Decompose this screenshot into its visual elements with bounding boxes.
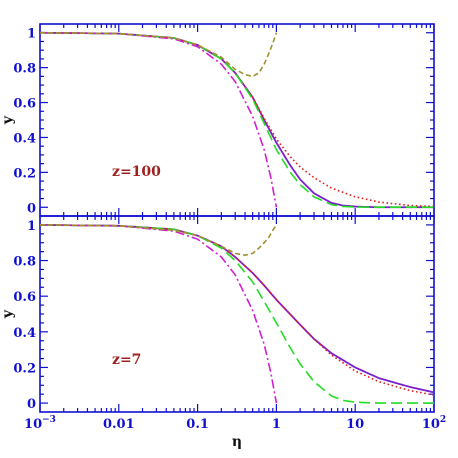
x-tick-label: 10 <box>346 417 364 432</box>
series-line-long-dash <box>40 31 434 209</box>
series-line-dash-dot <box>40 31 278 208</box>
series-line-dotted <box>40 224 434 396</box>
series-line-long-dash <box>40 224 434 404</box>
y-tick-label: 0 <box>27 397 36 412</box>
x-tick-label: 1 <box>272 417 281 432</box>
x-tick-label: 0.01 <box>103 417 135 432</box>
panel-bottom: 0 0.2 0.4 0.6 0.8 1 y z=7 <box>0 215 435 413</box>
panel-top: 0 0.2 0.4 0.6 0.8 1 y z=100 <box>0 23 435 217</box>
y-tick-label: 1 <box>27 27 36 42</box>
x-tick-label: 0.1 <box>186 417 209 432</box>
y-axis-label: y <box>0 115 16 125</box>
y-tick-label: 0.4 <box>13 326 36 341</box>
x-tick-label: 10−3 <box>24 415 56 432</box>
panel-annotation: z=100 <box>112 164 161 180</box>
y-tick-label: 0.4 <box>13 131 36 146</box>
y-tick-label: 0.2 <box>13 166 36 181</box>
series-line-solid <box>40 31 434 209</box>
series-line-dash-dot <box>40 224 278 404</box>
x-axis: 10−3 0.01 0.1 1 10 102 η <box>24 415 446 450</box>
plot-frame <box>39 215 435 413</box>
y-tick-label: 1 <box>27 219 36 234</box>
y-tick-label: 0.6 <box>13 97 36 112</box>
y-tick-label: 0.6 <box>13 290 36 305</box>
y-axis-label: y <box>0 309 16 319</box>
y-tick-label: 0 <box>27 201 36 216</box>
y-tick-label: 0.8 <box>13 255 36 270</box>
series-line-dotted <box>40 31 434 208</box>
series-line-short-dash <box>40 31 278 78</box>
plot-frame <box>39 23 435 217</box>
series-line-short-dash <box>40 224 278 257</box>
y-tick-label: 0.8 <box>13 62 36 77</box>
panel-annotation: z=7 <box>112 352 141 368</box>
x-tick-label: 102 <box>422 415 446 432</box>
y-tick-label: 0.2 <box>13 361 36 376</box>
x-axis-label: η <box>232 434 242 450</box>
series-line-solid <box>40 224 434 394</box>
